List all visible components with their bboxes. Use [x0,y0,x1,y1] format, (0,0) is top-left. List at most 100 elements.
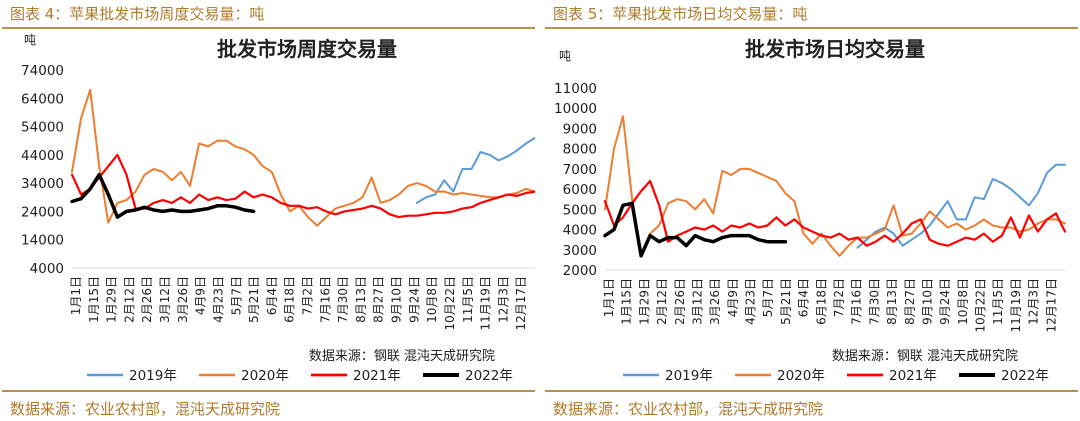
series-line-2022年 [70,172,256,219]
x-tick-label: 11月5日 [461,276,475,323]
footer-divider [2,390,535,392]
x-tick-label: 8月27日 [372,276,386,323]
caption-divider [545,27,1078,29]
x-tick-label: 8月13日 [354,276,368,323]
y-tick-label: 24000 [21,204,64,220]
x-tick-label: 5月21日 [779,278,793,325]
x-tick-label: 4月23日 [744,278,758,325]
chart-title: 批发市场日均交易量 [745,37,925,61]
x-tick-label: 8月27日 [903,278,917,325]
x-tick-label: 3月12日 [158,276,172,323]
x-tick-label: 7月2日 [301,276,315,315]
legend-label: 2022年 [1001,368,1049,384]
series-line-2022年 [603,201,788,258]
x-tick-label: 5月21日 [247,276,261,323]
legend-label: 2020年 [777,368,825,384]
y-tick-label: 3000 [563,243,597,259]
x-tick-label: 9月24日 [938,278,952,325]
inner-source-note: 数据来源：钢联 混沌天成研究院 [309,349,495,364]
y-tick-label: 4000 [30,261,64,277]
y-tick-label: 6000 [563,182,597,198]
legend-label: 2019年 [665,368,713,384]
y-tick-label: 64000 [21,91,64,107]
y-tick-label: 10000 [554,101,597,117]
x-tick-label: 10月22日 [974,278,988,333]
y-tick-label: 5000 [563,202,597,218]
x-tick-label: 11月19日 [479,276,493,331]
x-tick-label: 1月15日 [620,278,634,325]
legend-label: 2021年 [353,368,401,384]
footer-source: 数据来源：农业农村部，混沌天成研究院 [553,400,824,418]
x-tick-label: 11月5日 [991,278,1005,325]
x-tick-label: 6月18日 [814,278,828,325]
figure-caption: 图表 5：苹果批发市场日均交易量：吨 [553,5,808,23]
y-tick-label: 44000 [21,148,64,164]
x-tick-label: 2月12日 [655,278,669,325]
legend-label: 2019年 [129,368,177,384]
x-tick-label: 1月1日 [69,276,83,315]
x-tick-label: 3月26日 [176,276,190,323]
x-tick-label: 10月22日 [443,276,457,331]
x-tick-label: 7月16日 [318,276,332,323]
series-line-2019年 [856,163,1066,249]
x-tick-label: 4月23日 [211,276,225,323]
series-line-2021年 [603,179,1067,247]
chart-title: 批发市场周度交易量 [217,37,397,61]
x-tick-label: 9月10日 [920,278,934,325]
x-tick-label: 12月17日 [514,276,528,331]
series-line-2021年 [70,153,535,219]
legend-label: 2021年 [889,368,937,384]
x-tick-label: 3月26日 [708,278,722,325]
y-tick-label: 4000 [563,223,597,239]
x-tick-label: 7月2日 [832,278,846,317]
x-tick-label: 1月15日 [87,276,101,323]
footer-divider [545,390,1078,392]
x-tick-label: 4月9日 [194,276,208,315]
inner-source-note: 数据来源：钢联 混沌天成研究院 [832,349,1018,364]
figure-panel-right: 图表 5：苹果批发市场日均交易量：吨 批发市场日均交易量吨 2000 3000 400… [545,0,1078,421]
x-tick-label: 7月30日 [867,278,881,325]
legend-label: 2022年 [465,368,513,384]
x-tick-label: 12月3日 [496,276,510,323]
legend-label: 2020年 [241,368,289,384]
caption-divider [2,27,535,29]
y-tick-label: 54000 [21,120,64,136]
y-tick-label: 14000 [21,233,64,249]
y-unit-label: 吨 [24,33,36,47]
y-tick-label: 11000 [554,81,597,97]
y-tick-label: 74000 [21,63,64,79]
x-tick-label: 5月7日 [761,278,775,317]
y-tick-label: 8000 [563,142,597,158]
x-tick-label: 1月29日 [105,276,119,323]
x-tick-label: 8月13日 [885,278,899,325]
footer-source: 数据来源：农业农村部，混沌天成研究院 [10,400,281,418]
x-tick-label: 2月26日 [140,276,154,323]
x-tick-label: 10月8日 [425,276,439,323]
figure-caption: 图表 4：苹果批发市场周度交易量：吨 [10,5,265,23]
x-tick-label: 3月12日 [690,278,704,325]
x-tick-label: 5月7日 [229,276,243,315]
x-tick-label: 1月29日 [637,278,651,325]
x-tick-label: 4月9日 [726,278,740,317]
y-tick-label: 9000 [563,121,597,137]
y-unit-label: 吨 [559,49,571,63]
x-tick-label: 6月4日 [265,276,279,315]
series-line-2020年 [604,115,1066,257]
x-tick-label: 2月26日 [673,278,687,325]
x-tick-label: 7月16日 [850,278,864,325]
x-tick-label: 9月24日 [407,276,421,323]
x-tick-label: 6月18日 [283,276,297,323]
x-tick-label: 7月30日 [336,276,350,323]
x-tick-label: 11月19日 [1009,278,1023,333]
x-tick-label: 12月17日 [1044,278,1058,333]
x-tick-label: 1月1日 [602,278,616,317]
weekly-volume-chart: 批发市场周度交易量 吨 4000 14000 24000 34000 44000 54000 6… [21,33,535,384]
figure-panel-left: 图表 4：苹果批发市场周度交易量：吨 批发市场周度交易量 吨 4000 14000 24… [2,0,535,421]
x-tick-label: 2月12日 [122,276,136,323]
y-tick-label: 34000 [21,176,64,192]
series-line-2020年 [71,88,535,227]
y-tick-label: 2000 [563,263,597,279]
x-tick-label: 10月8日 [956,278,970,325]
y-tick-label: 7000 [563,162,597,178]
